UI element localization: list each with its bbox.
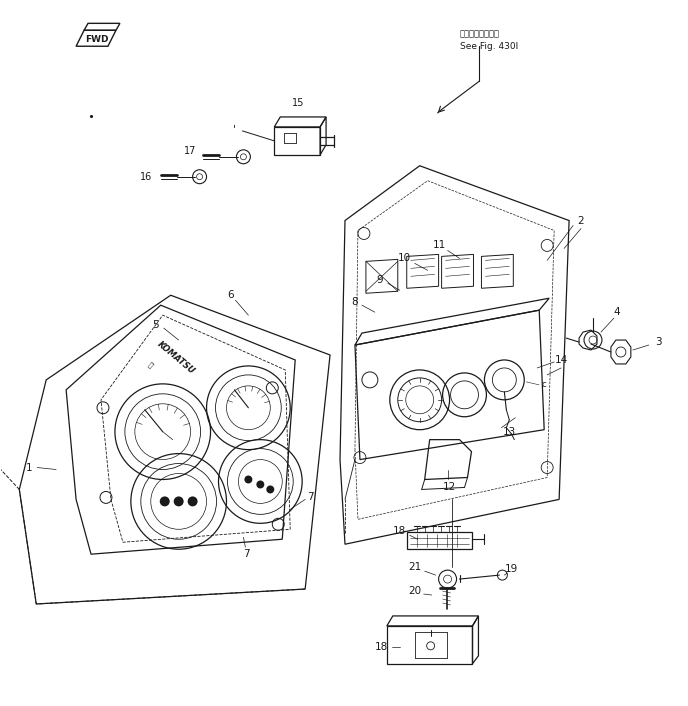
Text: 6: 6 [227, 290, 234, 300]
Text: See Fig. 430I: See Fig. 430I [460, 42, 518, 52]
Text: 9: 9 [376, 275, 383, 285]
Circle shape [160, 496, 170, 506]
Text: 12: 12 [443, 482, 456, 493]
Circle shape [257, 481, 264, 489]
Circle shape [173, 496, 184, 506]
Text: 10: 10 [398, 253, 411, 263]
Text: 第４３０１図参照: 第４３０１図参照 [460, 30, 499, 38]
Text: 16: 16 [140, 172, 152, 181]
Text: 15: 15 [292, 98, 304, 108]
Circle shape [266, 486, 275, 493]
Text: 20: 20 [408, 586, 421, 596]
Text: c: c [542, 381, 546, 390]
Text: 11: 11 [433, 241, 447, 251]
Text: 17: 17 [184, 146, 197, 156]
Text: 14: 14 [555, 355, 568, 365]
Text: 7: 7 [243, 549, 250, 559]
Circle shape [188, 496, 197, 506]
Text: 18: 18 [375, 642, 389, 652]
Text: ': ' [233, 124, 236, 134]
Circle shape [244, 476, 252, 484]
Text: 3: 3 [656, 337, 662, 347]
Text: 5: 5 [153, 320, 159, 330]
Text: 4: 4 [614, 307, 620, 317]
Text: 2: 2 [578, 215, 584, 225]
Text: FWD: FWD [85, 35, 109, 44]
Text: 19: 19 [505, 564, 518, 574]
Text: 13: 13 [503, 426, 516, 437]
Text: 8: 8 [352, 297, 358, 307]
Text: 21: 21 [408, 562, 421, 572]
Text: 1: 1 [26, 462, 32, 472]
Text: ユ: ユ [147, 361, 155, 369]
Text: 7: 7 [307, 492, 314, 503]
Text: 18: 18 [393, 526, 407, 537]
Text: KOMATSU: KOMATSU [155, 340, 196, 376]
